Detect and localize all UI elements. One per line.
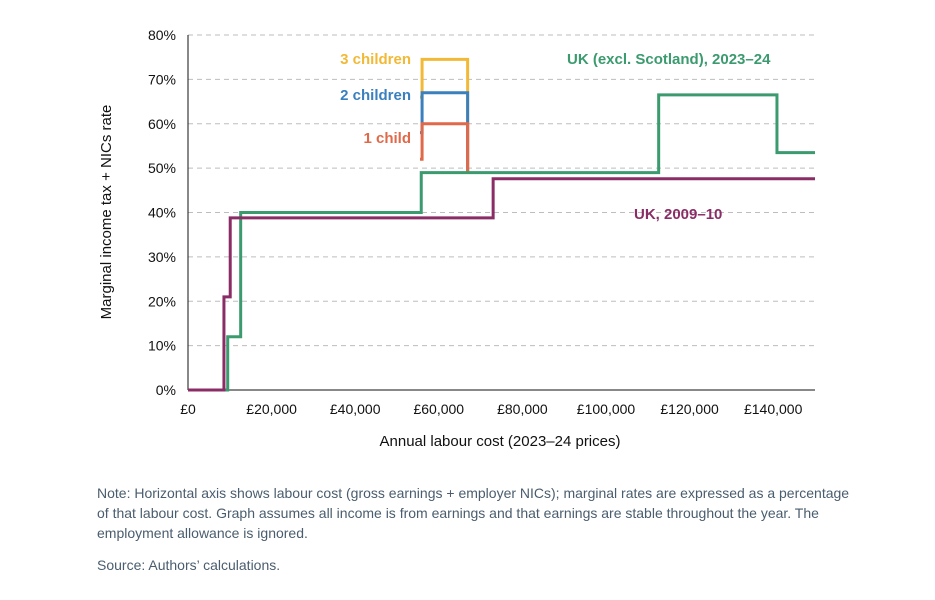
y-tick-label: 60% — [148, 116, 176, 132]
x-axis-title: Annual labour cost (2023–24 prices) — [380, 433, 621, 450]
series-lines — [188, 57, 815, 392]
y-tick-label: 30% — [148, 249, 176, 265]
y-axis-title: Marginal income tax + NICs rate — [98, 105, 115, 320]
y-tick-label: 50% — [148, 160, 176, 176]
label-1-child: 1 child — [363, 130, 411, 147]
series-line-uk-excl-scotland-2023-24 — [188, 93, 815, 392]
series-line-uk-2009-10 — [188, 177, 815, 392]
label-uk-2023-24: UK (excl. Scotland), 2023–24 — [567, 51, 771, 68]
x-tick-label: £120,000 — [660, 401, 719, 417]
y-tick-label: 40% — [148, 205, 176, 221]
x-tick-label: £140,000 — [744, 401, 803, 417]
x-tick-label: £0 — [180, 401, 196, 417]
y-tick-label: 80% — [148, 27, 176, 43]
label-2-children: 2 children — [340, 87, 411, 104]
axes: 0% 10% 20% 30% 40% 50% 60% 70% 80% £0 £20,000 £40,0… — [148, 27, 815, 417]
label-3-children: 3 children — [340, 51, 411, 68]
y-tick-label: 0% — [156, 382, 176, 398]
y-tick-label: 20% — [148, 293, 176, 309]
x-tick-label: £40,000 — [330, 401, 381, 417]
x-tick-label: £20,000 — [246, 401, 297, 417]
label-uk-2009-10: UK, 2009–10 — [634, 206, 722, 223]
chart-note: Note: Horizontal axis shows labour cost … — [97, 485, 850, 541]
x-tick-label: £80,000 — [497, 401, 548, 417]
chart-source: Source: Authors’ calculations. — [97, 557, 281, 573]
y-tick-label: 70% — [148, 71, 176, 87]
y-tick-label: 10% — [148, 338, 176, 354]
x-tick-label: £60,000 — [413, 401, 464, 417]
gridlines — [188, 34, 815, 347]
chart: 0% 10% 20% 30% 40% 50% 60% 70% 80% £0 £20,000 £40,0… — [98, 27, 815, 450]
series-line-2-children — [419, 91, 470, 173]
x-tick-label: £100,000 — [577, 401, 636, 417]
series-line-3-children — [419, 57, 470, 173]
series-line-1-child — [419, 122, 470, 173]
